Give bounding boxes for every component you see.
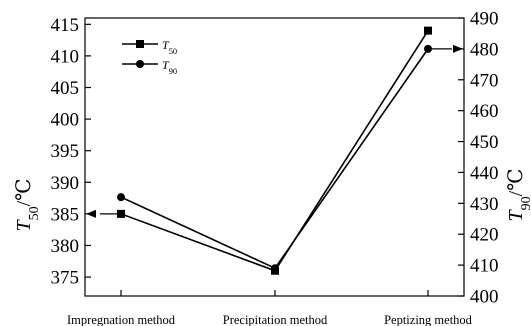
- left-y-tick-label: 415: [51, 15, 80, 36]
- series-layer: [117, 26, 432, 275]
- arrow-right-head: [453, 44, 463, 53]
- left-y-tick-label: 375: [51, 268, 80, 289]
- right-y-tick-label: 460: [470, 101, 499, 122]
- right-y-tick-label: 400: [470, 287, 499, 308]
- right-y-tick-label: 410: [470, 256, 499, 277]
- right-y-tick-label: 490: [470, 9, 499, 30]
- x-tick-label: Impregnation method: [67, 313, 176, 326]
- left-y-tick-label: 410: [51, 46, 80, 67]
- x-tick-label: Peptizing method: [384, 313, 473, 326]
- axes-layer: 375 380 385 390 395 400 405 410 415 400 410 420 430 4…: [13, 9, 531, 326]
- left-y-tick-label: 390: [51, 173, 80, 194]
- y-right-title: T90/℃: [505, 168, 531, 221]
- legend-marker: [136, 60, 144, 68]
- right-y-tick-label: 440: [470, 163, 499, 184]
- data-point-T90: [117, 193, 125, 202]
- right-y-tick-label: 480: [470, 39, 499, 60]
- right-y-tick-label: 470: [470, 70, 499, 91]
- legend-label: T50: [162, 38, 177, 56]
- annotations: [86, 44, 463, 218]
- data-point-T50: [424, 26, 432, 35]
- x-tick-label: Precipitation method: [223, 313, 328, 326]
- arrow-left-head: [86, 209, 96, 218]
- left-y-tick-label: 395: [51, 141, 80, 162]
- legend-label: T90: [162, 58, 177, 76]
- right-y-tick-label: 420: [470, 225, 499, 246]
- left-y-tick-label: 380: [51, 236, 80, 257]
- data-point-T90: [424, 44, 432, 53]
- legend-marker: [136, 40, 144, 48]
- right-y-tick-label: 430: [470, 194, 499, 215]
- left-y-tick-label: 405: [51, 78, 80, 99]
- series-line-T90: [120, 48, 429, 270]
- data-point-T90: [271, 264, 279, 273]
- right-y-tick-label: 450: [470, 132, 499, 153]
- y-left-title: T50/℃: [13, 178, 42, 231]
- left-y-tick-label: 400: [51, 110, 80, 131]
- data-point-T50: [117, 209, 125, 218]
- plot-frame: [84, 17, 465, 297]
- left-y-tick-label: 385: [51, 204, 80, 225]
